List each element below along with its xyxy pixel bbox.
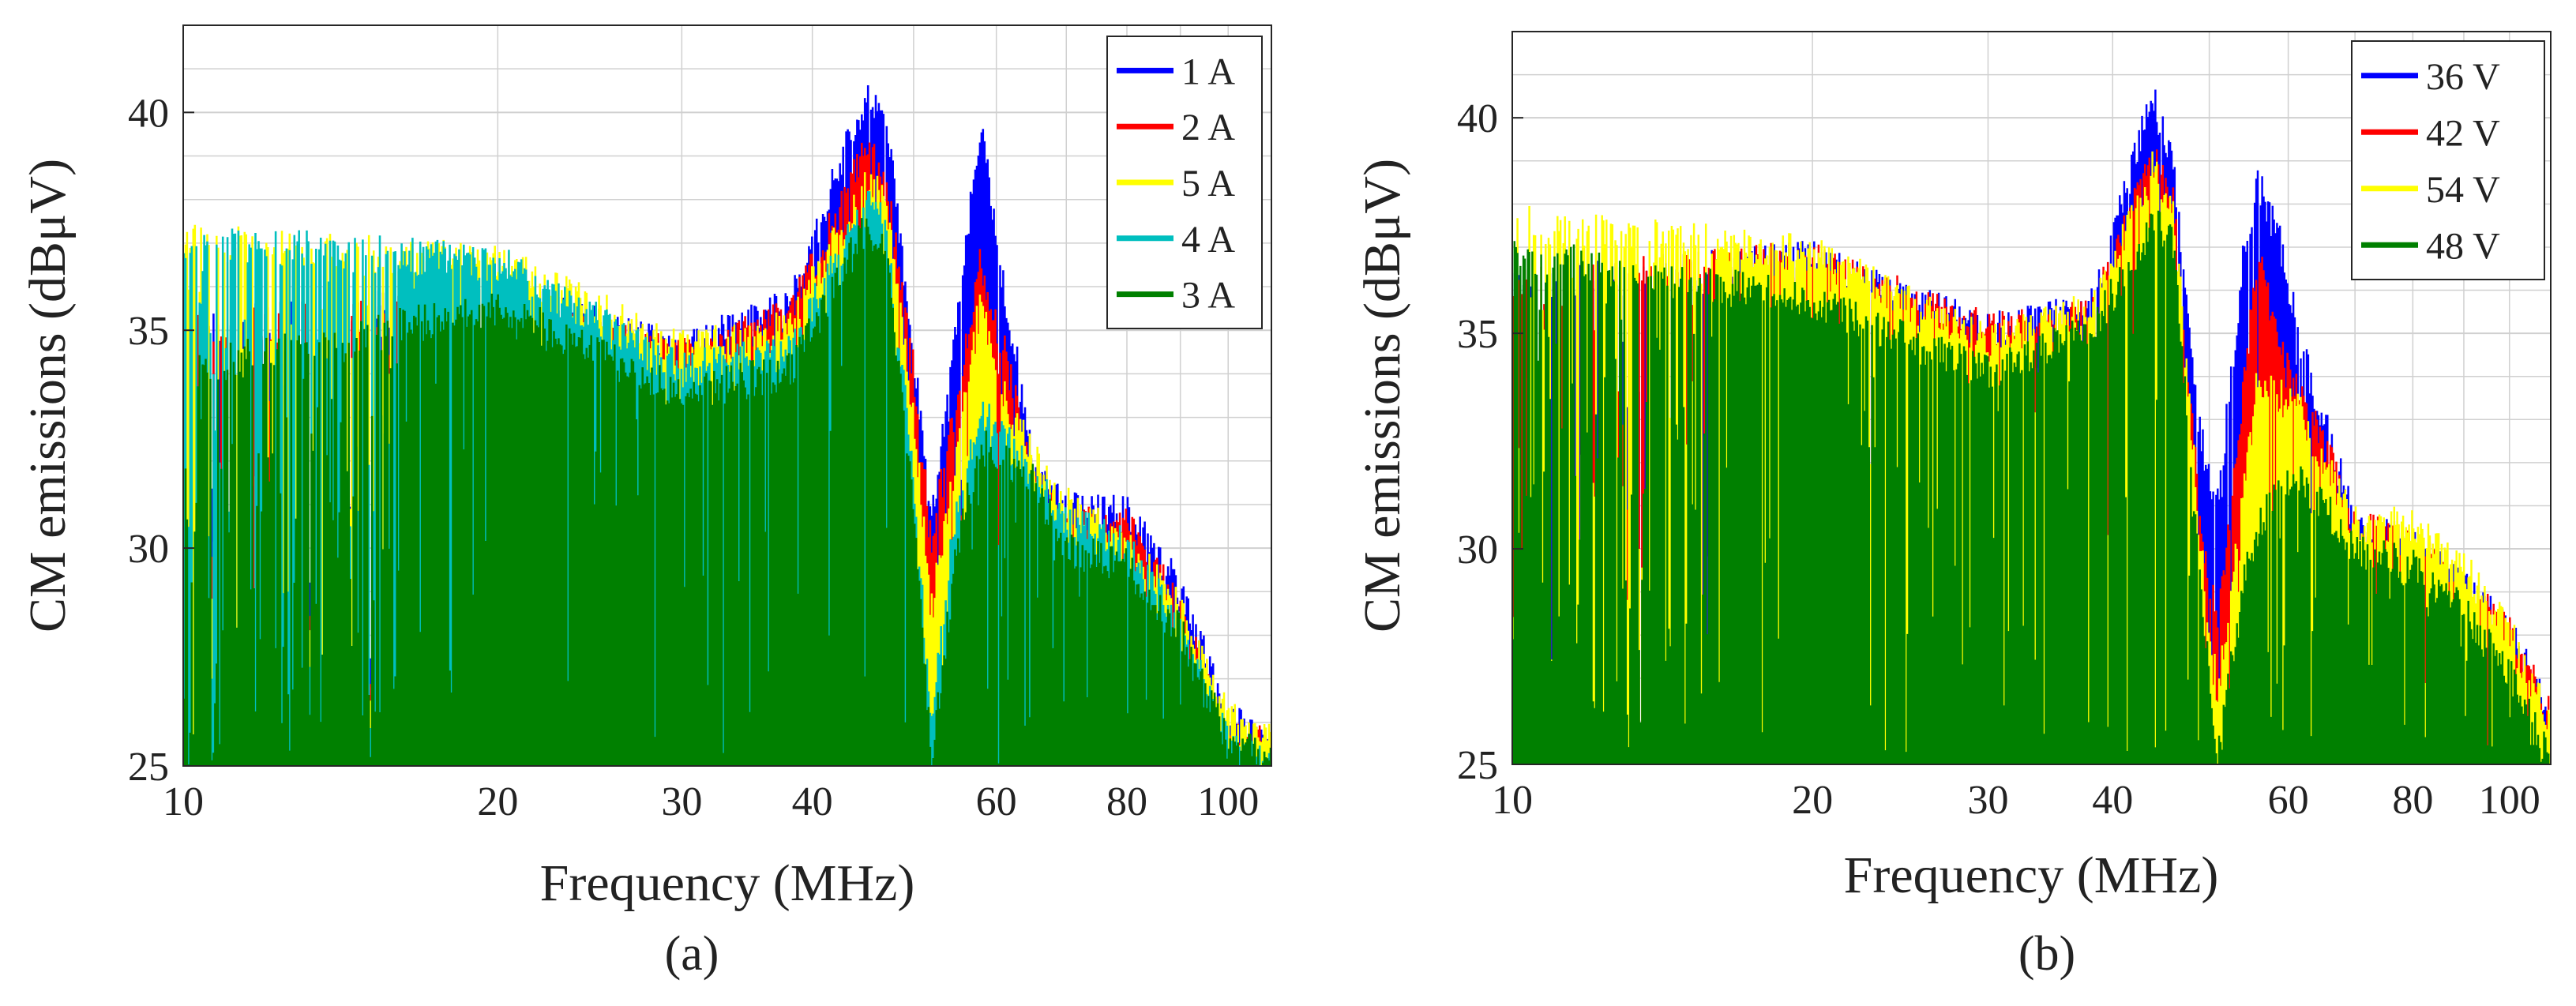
y-tick-label: 40 [128,91,169,136]
y-tick-label: 25 [1457,743,1498,788]
legend-label: 2 A [1181,107,1235,148]
y-ticks-a: 25 30 35 40 [128,91,194,790]
legend-b: 36 V 42 V 54 V 48 V [2351,40,2545,280]
x-tick-label: 30 [661,779,702,824]
x-axis-label-a: Frequency (MHz) [540,854,915,912]
x-axis-label-b: Frequency (MHz) [1844,846,2219,904]
x-tick-label: 10 [163,779,204,824]
legend-label: 54 V [2426,169,2500,211]
x-tick-label: 80 [1106,779,1147,824]
plot-frame-b [1511,31,2552,765]
y-axis-label-b: CM emissions (dBμV) [1354,159,1411,633]
x-tick-label: 80 [2392,778,2433,823]
y-axis-label-a: CM emissions (dBμV) [19,159,77,633]
legend-label: 48 V [2426,225,2500,267]
legend-label: 36 V [2426,56,2500,98]
legend-label: 3 A [1181,275,1235,317]
bars-b [1511,89,2552,764]
y-tick-label: 35 [1457,312,1498,357]
legend-label: 1 A [1181,51,1235,92]
chart-panel-b: 25 30 35 40 10 20 30 40 60 80 100 Frequency (MHz)… [1354,31,2552,981]
legend-box [2351,40,2545,280]
legend-a: 1 A 2 A 5 A 4 A 3 A [1106,36,1263,329]
legend-label: 5 A [1181,163,1235,205]
x-tick-label: 100 [2479,778,2540,823]
bars-a [182,85,1272,766]
x-tick-label: 40 [2092,778,2133,823]
x-tick-label: 20 [1792,778,1833,823]
x-tick-label: 10 [1492,778,1533,823]
x-tick-label: 100 [1197,779,1259,824]
y-tick-label: 35 [128,309,169,354]
y-tick-label: 30 [128,527,169,572]
x-tick-label: 40 [792,779,833,824]
y-tick-label: 40 [1457,96,1498,141]
panel-label-b: (b) [2018,927,2075,981]
chart-panel-a: 25 30 35 40 10 20 30 40 60 80 100 Frequency (MHz)… [19,24,1272,981]
x-ticks-a: 10 20 30 40 60 80 100 [163,779,1259,824]
x-tick-label: 20 [477,779,518,824]
panel-label-a: (a) [665,927,719,981]
x-tick-label: 30 [1967,778,2008,823]
y-tick-label: 25 [128,745,169,790]
x-ticks-b: 10 20 30 40 60 80 100 [1492,778,2540,823]
x-tick-label: 60 [976,779,1017,824]
legend-label: 42 V [2426,112,2500,154]
y-tick-label: 30 [1457,527,1498,572]
y-ticks-b: 25 30 35 40 [1457,96,1523,788]
plot-frame-a [182,24,1272,767]
x-tick-label: 60 [2268,778,2309,823]
legend-label: 4 A [1181,219,1235,261]
